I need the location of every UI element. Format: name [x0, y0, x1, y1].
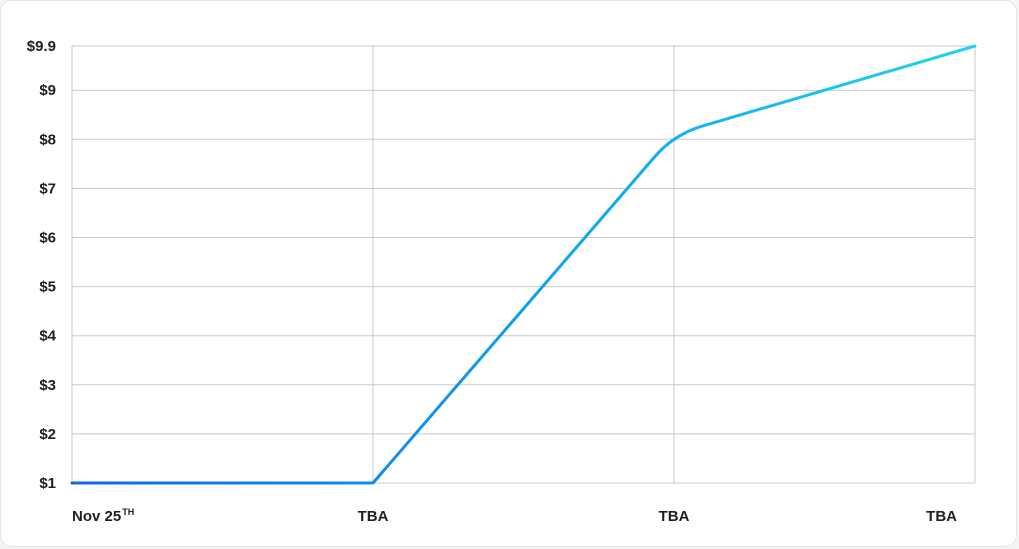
y-tick-label: $3 — [39, 377, 56, 394]
x-tick-label: TBA — [926, 508, 957, 525]
data-point — [673, 133, 676, 136]
data-point — [372, 482, 375, 485]
y-tick-label: $1 — [39, 475, 56, 492]
x-tick-label: Nov 25TH — [72, 507, 134, 525]
y-tick-label: $2 — [39, 426, 56, 443]
x-tick-label: TBA — [659, 508, 690, 525]
y-tick-label: $9.9 — [27, 38, 56, 55]
x-axis-labels: Nov 25TH TBA TBA TBA — [72, 507, 957, 525]
y-tick-label: $8 — [39, 131, 56, 148]
y-axis-labels: $1 $2 $3 $4 $5 $6 $7 $8 $9 $9.9 — [27, 38, 57, 492]
y-tick-label: $5 — [39, 279, 56, 296]
y-tick-label: $4 — [39, 328, 56, 345]
series-line — [70, 44, 977, 485]
series — [70, 44, 977, 485]
data-point — [71, 482, 74, 485]
y-tick-label: $7 — [39, 180, 56, 197]
x-tick-label: TBA — [358, 508, 389, 525]
grid — [71, 45, 976, 484]
data-point — [974, 45, 977, 48]
y-tick-label: $6 — [39, 229, 56, 246]
y-tick-label: $9 — [39, 82, 56, 99]
